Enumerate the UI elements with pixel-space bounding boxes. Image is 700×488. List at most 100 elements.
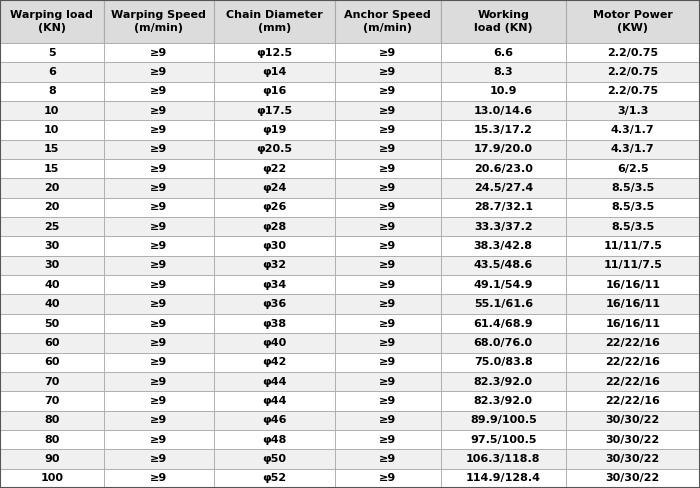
Bar: [0, 410, 104, 430]
Bar: [441, 237, 566, 256]
Bar: [566, 352, 700, 372]
Text: φ50: φ50: [262, 454, 286, 464]
Bar: [0, 430, 104, 449]
Bar: [335, 352, 441, 372]
Bar: [214, 121, 335, 140]
Bar: [0, 449, 104, 468]
Text: φ44: φ44: [262, 396, 287, 406]
Bar: [104, 121, 214, 140]
Text: φ17.5: φ17.5: [256, 106, 293, 116]
Bar: [441, 121, 566, 140]
Text: φ38: φ38: [262, 319, 286, 328]
Text: ≥9: ≥9: [150, 357, 167, 367]
Text: 30/30/22: 30/30/22: [606, 435, 660, 445]
Bar: [104, 159, 214, 179]
Bar: [441, 352, 566, 372]
Bar: [104, 0, 214, 43]
Text: ≥9: ≥9: [379, 86, 396, 96]
Text: φ42: φ42: [262, 357, 286, 367]
Bar: [335, 62, 441, 81]
Text: 25: 25: [44, 222, 60, 232]
Bar: [104, 140, 214, 159]
Text: ≥9: ≥9: [379, 163, 396, 174]
Bar: [214, 372, 335, 391]
Text: 8.3: 8.3: [494, 67, 513, 77]
Text: 82.3/92.0: 82.3/92.0: [474, 377, 533, 386]
Bar: [214, 159, 335, 179]
Bar: [0, 159, 104, 179]
Text: ≥9: ≥9: [379, 48, 396, 58]
Text: 30: 30: [44, 241, 60, 251]
Text: 16/16/11: 16/16/11: [606, 319, 660, 328]
Text: ≥9: ≥9: [379, 396, 396, 406]
Text: 97.5/100.5: 97.5/100.5: [470, 435, 536, 445]
Text: 15: 15: [44, 144, 60, 154]
Bar: [214, 449, 335, 468]
Bar: [104, 372, 214, 391]
Text: φ16: φ16: [262, 86, 286, 96]
Text: φ36: φ36: [262, 299, 286, 309]
Text: ≥9: ≥9: [150, 261, 167, 270]
Bar: [214, 237, 335, 256]
Bar: [335, 140, 441, 159]
Bar: [335, 372, 441, 391]
Bar: [441, 410, 566, 430]
Bar: [104, 410, 214, 430]
Text: ≥9: ≥9: [150, 415, 167, 425]
Bar: [214, 391, 335, 410]
Bar: [214, 314, 335, 333]
Bar: [214, 217, 335, 237]
Bar: [566, 198, 700, 217]
Bar: [214, 294, 335, 314]
Bar: [104, 43, 214, 62]
Bar: [566, 468, 700, 488]
Text: φ22: φ22: [262, 163, 286, 174]
Text: 16/16/11: 16/16/11: [606, 299, 660, 309]
Bar: [441, 449, 566, 468]
Bar: [335, 333, 441, 352]
Bar: [335, 468, 441, 488]
Bar: [0, 275, 104, 294]
Text: φ46: φ46: [262, 415, 287, 425]
Bar: [0, 140, 104, 159]
Text: 5: 5: [48, 48, 55, 58]
Bar: [566, 372, 700, 391]
Text: φ26: φ26: [262, 203, 286, 212]
Bar: [335, 121, 441, 140]
Text: 2.2/0.75: 2.2/0.75: [607, 86, 659, 96]
Bar: [441, 140, 566, 159]
Bar: [0, 314, 104, 333]
Text: 30/30/22: 30/30/22: [606, 454, 660, 464]
Bar: [104, 468, 214, 488]
Text: φ28: φ28: [262, 222, 286, 232]
Text: 8.5/3.5: 8.5/3.5: [611, 183, 655, 193]
Text: 8: 8: [48, 86, 56, 96]
Bar: [214, 198, 335, 217]
Bar: [104, 430, 214, 449]
Bar: [335, 410, 441, 430]
Text: 4.3/1.7: 4.3/1.7: [611, 144, 655, 154]
Bar: [104, 237, 214, 256]
Text: 43.5/48.6: 43.5/48.6: [474, 261, 533, 270]
Bar: [566, 275, 700, 294]
Bar: [0, 179, 104, 198]
Text: 49.1/54.9: 49.1/54.9: [473, 280, 533, 290]
Bar: [335, 449, 441, 468]
Bar: [335, 237, 441, 256]
Bar: [441, 101, 566, 121]
Bar: [441, 294, 566, 314]
Bar: [214, 468, 335, 488]
Text: ≥9: ≥9: [379, 67, 396, 77]
Text: ≥9: ≥9: [379, 241, 396, 251]
Bar: [441, 468, 566, 488]
Bar: [335, 294, 441, 314]
Text: ≥9: ≥9: [379, 435, 396, 445]
Bar: [566, 256, 700, 275]
Bar: [0, 372, 104, 391]
Bar: [335, 81, 441, 101]
Bar: [441, 275, 566, 294]
Text: φ20.5: φ20.5: [256, 144, 293, 154]
Text: ≥9: ≥9: [379, 261, 396, 270]
Text: ≥9: ≥9: [150, 396, 167, 406]
Bar: [0, 43, 104, 62]
